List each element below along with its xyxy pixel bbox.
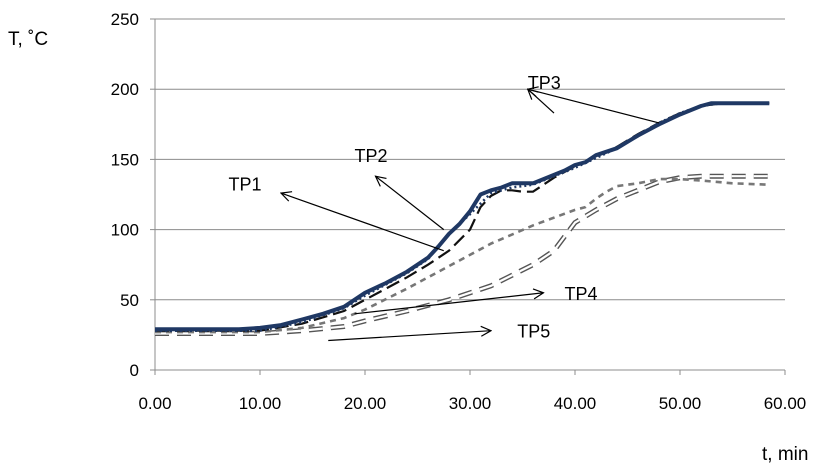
y-tick-label: 50 xyxy=(120,291,139,310)
x-tick-label: 30.00 xyxy=(449,394,492,413)
y-tick-label: 250 xyxy=(111,10,139,29)
annotation-tp2-arrow xyxy=(376,176,445,231)
x-tick-label: 40.00 xyxy=(554,394,597,413)
series-tp5-line-inner xyxy=(155,175,770,335)
annotation-tp4-arrow xyxy=(354,293,544,315)
annotation-tp2-label: TP2 xyxy=(355,146,388,166)
series-tp1-line xyxy=(155,101,770,332)
y-tick-label: 150 xyxy=(111,150,139,169)
x-axis-title: t, min xyxy=(762,444,808,465)
series-tp4-line xyxy=(155,177,770,334)
annotation-tp1-label: TP1 xyxy=(229,174,262,194)
y-axis-title: T, ˚C xyxy=(8,29,48,50)
y-tick-label: 100 xyxy=(111,221,139,240)
x-tick-label: 50.00 xyxy=(659,394,702,413)
x-tick-label: 60.00 xyxy=(764,394,807,413)
y-tick-label: 200 xyxy=(111,80,139,99)
y-tick-label: 0 xyxy=(130,361,139,380)
x-tick-label: 0.00 xyxy=(138,394,171,413)
annotation-tp4-label: TP4 xyxy=(565,284,598,304)
series-tp5-line xyxy=(155,173,770,336)
annotation-tp5-arrow xyxy=(328,331,491,342)
series-tp5-line-outline xyxy=(155,173,770,336)
x-tick-label: 20.00 xyxy=(344,394,387,413)
annotation-tp3-label: TP3 xyxy=(528,73,561,93)
annotation-tp1-arrow xyxy=(281,193,444,252)
annotation-tp5-label: TP5 xyxy=(517,322,550,342)
annotation-tp3-arrow-2 xyxy=(528,89,660,124)
x-tick-label: 10.00 xyxy=(239,394,282,413)
